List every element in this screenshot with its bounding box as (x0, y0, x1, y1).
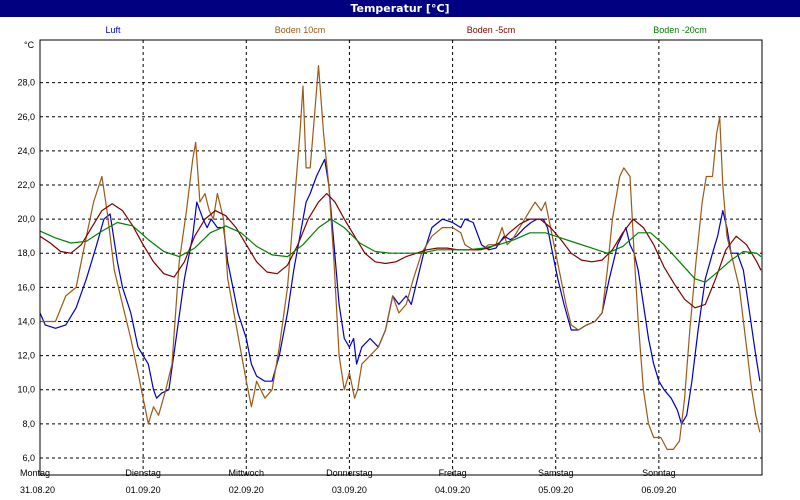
y-tick-label: 24,0 (17, 146, 35, 156)
y-tick-label: 16,0 (17, 282, 35, 292)
legend-entry: Luft (105, 25, 121, 35)
x-tick-day-label: Samstag (538, 468, 574, 478)
x-tick-day-label: Dienstag (125, 468, 161, 478)
x-tick-day-label: Sonntag (642, 468, 676, 478)
y-tick-label: 12,0 (17, 351, 35, 361)
y-tick-label: 6,0 (22, 453, 35, 463)
x-tick-day-label: Donnerstag (326, 468, 373, 478)
y-tick-label: 10,0 (17, 385, 35, 395)
x-tick-date-label: 05.09.20 (538, 485, 573, 495)
x-tick-date-label: 02.09.20 (229, 485, 264, 495)
title-bar: Temperatur [°C] (0, 0, 800, 17)
x-tick-date-label: 04.09.20 (435, 485, 470, 495)
y-tick-label: 14,0 (17, 316, 35, 326)
x-tick-date-label: 01.09.20 (126, 485, 161, 495)
y-axis-unit-label: °C (24, 40, 35, 50)
y-tick-label: 20,0 (17, 214, 35, 224)
temperature-chart: 6,0 8,0 10,0 12,0 14,0 16,0 18,0 20,0 22,0 24,0 26… (17, 25, 763, 495)
y-tick-label: 18,0 (17, 248, 35, 258)
series-line-2 (40, 65, 761, 450)
series-line-1 (39, 158, 761, 425)
y-tick-label: 28,0 (17, 78, 35, 88)
x-tick-day-label: Freitag (439, 468, 467, 478)
y-tick-label: 22,0 (17, 180, 35, 190)
series-line-4 (39, 218, 762, 283)
y-tick-label: 8,0 (22, 419, 35, 429)
x-tick-date-label: 03.09.20 (332, 485, 367, 495)
series-line-3 (39, 192, 762, 309)
x-tick-date-label: 31.08.20 (20, 485, 55, 495)
x-tick-day-label: Mittwoch (229, 468, 265, 478)
legend-entry: Boden -20cm (653, 25, 707, 35)
legend-entry: Boden 10cm (275, 25, 326, 35)
x-tick-date-label: 06.09.20 (641, 485, 676, 495)
legend-entry: Boden -5cm (467, 25, 516, 35)
x-tick-day-label: Montag (20, 468, 50, 478)
y-tick-label: 26,0 (17, 112, 35, 122)
plot-area-frame (39, 39, 763, 476)
